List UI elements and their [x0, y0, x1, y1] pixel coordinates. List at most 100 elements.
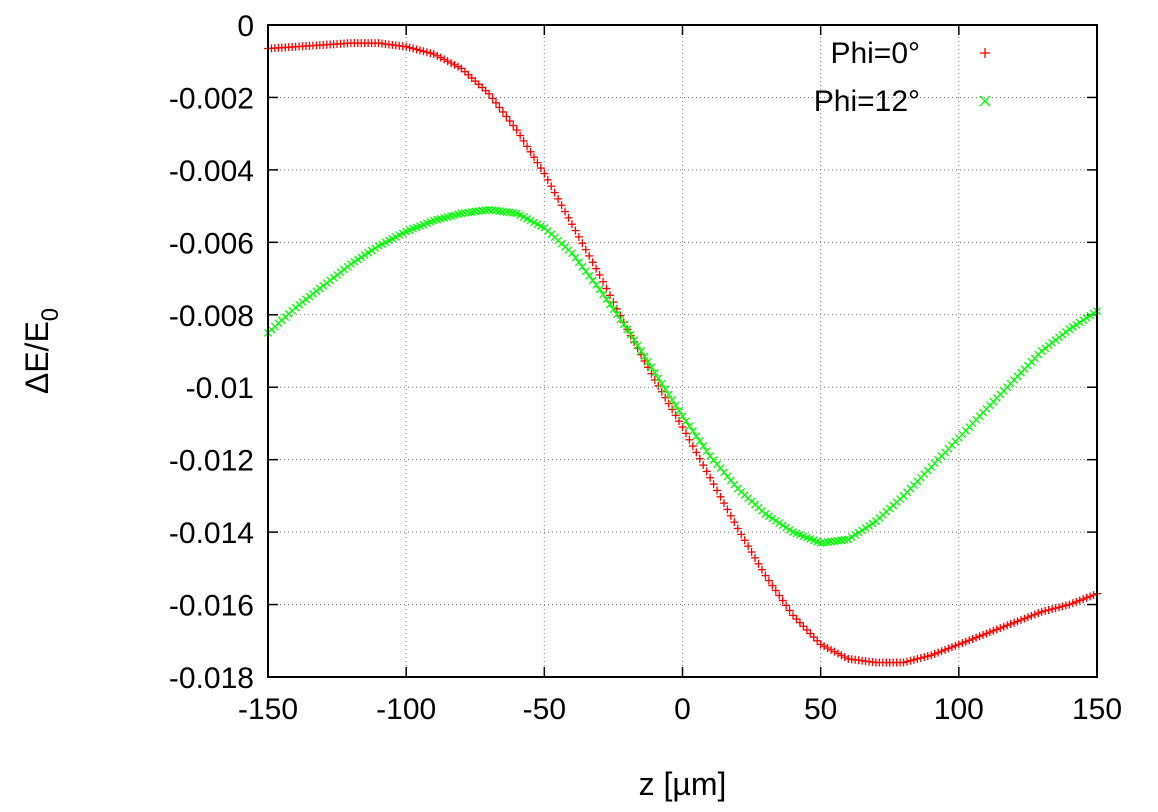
- data-point: [409, 44, 418, 53]
- data-point: [509, 121, 518, 130]
- data-point: [768, 514, 777, 523]
- data-point: [1068, 599, 1077, 608]
- data-point: [681, 429, 690, 438]
- data-point: [568, 249, 576, 258]
- data-point: [923, 652, 932, 661]
- data-point: [668, 405, 677, 414]
- data-point: [426, 49, 435, 58]
- data-point: [764, 576, 773, 585]
- data-point: [716, 492, 725, 501]
- data-point: [909, 655, 918, 664]
- series-phi-12: [264, 205, 1101, 547]
- data-point: [485, 89, 494, 98]
- data-point: [827, 645, 836, 654]
- data-point: [346, 260, 355, 269]
- data-point: [937, 647, 946, 656]
- data-point: [927, 651, 936, 660]
- data-point: [422, 48, 431, 57]
- data-point: [968, 634, 977, 643]
- data-point: [802, 625, 811, 634]
- tick-labels: -150 -100 -50 0 50 100 150 0 -0.002 -0.004 -0.006 -…: [169, 10, 1122, 726]
- data-point: [523, 142, 532, 151]
- data-point: [757, 565, 766, 574]
- data-point: [813, 636, 822, 645]
- data-point: [599, 290, 608, 299]
- data-point: [678, 412, 687, 421]
- data-point: [637, 347, 646, 355]
- data-point: [688, 427, 697, 436]
- data-point: [975, 632, 984, 641]
- data-point: [592, 280, 601, 289]
- x-tick-label: -150: [238, 693, 298, 726]
- data-point: [795, 618, 804, 627]
- data-point: [1030, 610, 1039, 619]
- data-point: [609, 305, 618, 314]
- data-point: [402, 42, 411, 51]
- data-point: [664, 399, 673, 408]
- y-tick-label: -0.016: [169, 590, 254, 623]
- data-point: [650, 368, 659, 377]
- data-point: [688, 442, 697, 451]
- data-point: [1017, 615, 1026, 624]
- data-point: [571, 226, 580, 235]
- data-point: [657, 379, 666, 388]
- y-tick-label: -0.01: [186, 372, 254, 405]
- data-point: [619, 320, 628, 329]
- data-point: [868, 519, 877, 528]
- data-point: [820, 642, 829, 651]
- y-tick-label: -0.004: [169, 155, 254, 188]
- data-point: [633, 341, 642, 350]
- data-point: [941, 645, 950, 654]
- data-point: [771, 586, 780, 595]
- data-point: [412, 45, 421, 54]
- data-point: [668, 395, 677, 404]
- data-point: [730, 518, 739, 527]
- data-point: [578, 262, 587, 271]
- data-point: [833, 649, 842, 658]
- data-point: [761, 510, 770, 518]
- data-point: [491, 98, 500, 107]
- data-point: [405, 43, 414, 52]
- data-point: [1044, 605, 1053, 614]
- legend-marker: [979, 95, 991, 107]
- data-point: [1082, 313, 1091, 322]
- x-tick-label: 150: [1072, 693, 1122, 726]
- x-tick-label: -100: [376, 693, 436, 726]
- data-point: [1037, 607, 1046, 616]
- data-point: [488, 94, 497, 103]
- data-point: [595, 270, 604, 279]
- data-point: [443, 57, 452, 66]
- data-point: [713, 486, 722, 495]
- data-point: [951, 641, 960, 650]
- data-point: [830, 647, 839, 656]
- data-point: [533, 158, 542, 167]
- data-point: [858, 526, 867, 535]
- data-point: [561, 207, 570, 216]
- data-point: [920, 653, 929, 662]
- data-point: [440, 55, 449, 64]
- data-point: [1020, 614, 1029, 623]
- data-point: [947, 643, 956, 652]
- data-point: [612, 310, 621, 319]
- data-point: [692, 432, 701, 441]
- y-tick-label: -0.012: [169, 445, 254, 478]
- legend-label: Phi=0°: [830, 37, 920, 70]
- data-point: [809, 633, 818, 642]
- data-point: [675, 406, 684, 415]
- data-point: [785, 525, 794, 534]
- data-point: [754, 559, 763, 568]
- grid: [268, 25, 1097, 677]
- data-point: [567, 220, 576, 229]
- data-point: [999, 622, 1008, 631]
- data-point: [630, 336, 639, 345]
- data-point: [637, 350, 646, 359]
- data-point: [609, 298, 618, 307]
- data-point: [595, 285, 604, 294]
- data-point: [903, 657, 912, 666]
- data-point: [419, 47, 428, 56]
- data-point: [1006, 620, 1015, 629]
- data-point: [453, 62, 462, 71]
- data-point: [1082, 593, 1091, 602]
- data-point: [664, 390, 673, 399]
